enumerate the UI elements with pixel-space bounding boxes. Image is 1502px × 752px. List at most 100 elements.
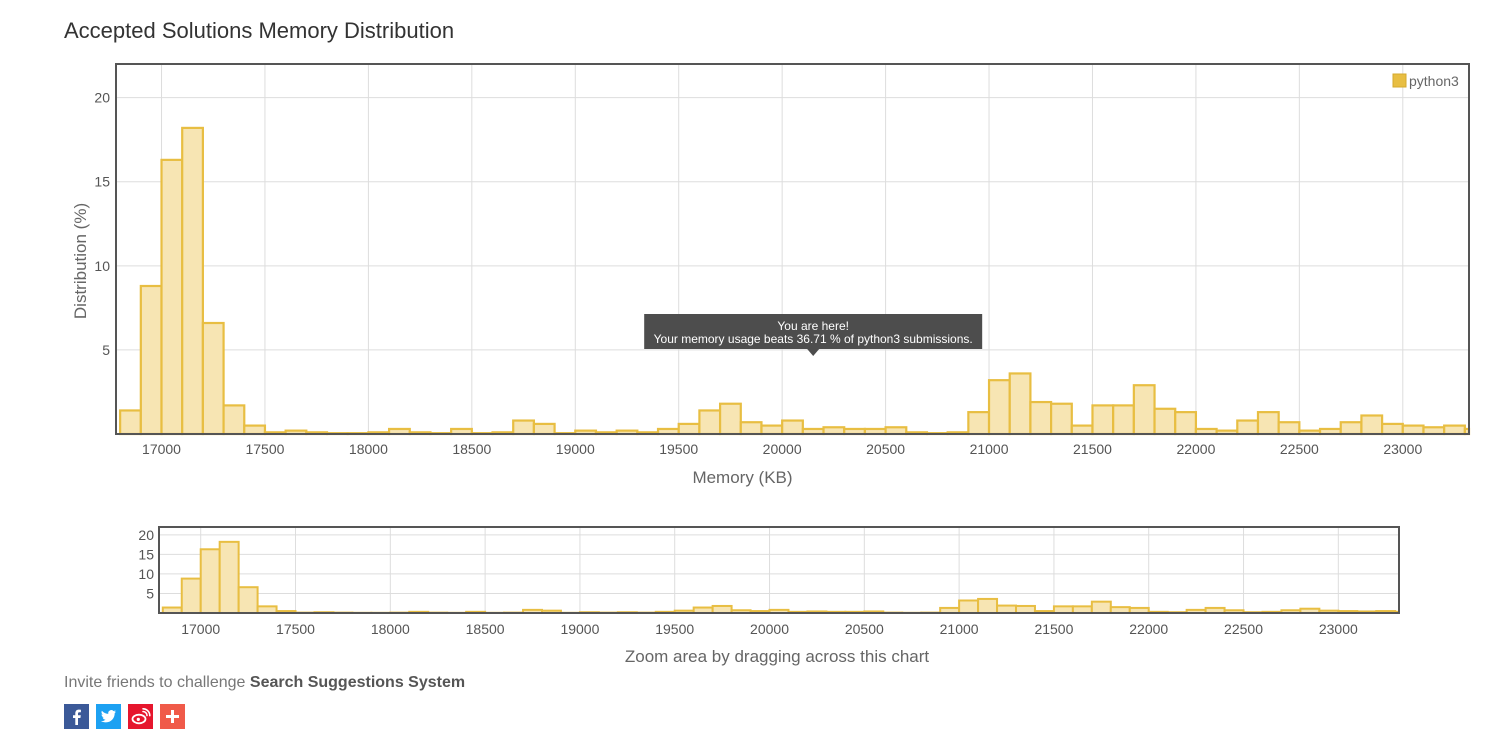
navigator-caption: Zoom area by dragging across this chart bbox=[625, 647, 930, 666]
navigator-x-tick-label: 22000 bbox=[1129, 621, 1168, 637]
navigator-x-tick-label: 21500 bbox=[1034, 621, 1073, 637]
main-bar bbox=[967, 411, 991, 436]
main-frame bbox=[115, 63, 1470, 435]
main-bar bbox=[781, 419, 804, 436]
main-bar bbox=[1443, 424, 1466, 436]
main-bar bbox=[1050, 402, 1073, 436]
tooltip-pointer bbox=[807, 349, 820, 356]
navigator-x-tick-label: 18500 bbox=[466, 621, 505, 637]
main-bar bbox=[243, 424, 267, 436]
tooltip: You are here!Your memory usage beats 36.… bbox=[644, 314, 983, 356]
navigator-x-tick-label: 20000 bbox=[750, 621, 789, 637]
twitter-icon bbox=[101, 710, 116, 723]
main-bar bbox=[760, 424, 784, 436]
navigator-bar bbox=[711, 604, 733, 614]
navigator-panel: 17000 17500 18000 18500 19000 19500 20000 20500… bbox=[138, 526, 1401, 666]
tooltip-line2: Your memory usage beats 36.71 % of pytho… bbox=[654, 332, 973, 346]
navigator-y-tick-label: 20 bbox=[138, 527, 154, 543]
main-x-tick-label: 21500 bbox=[1073, 441, 1112, 457]
main-x-tick-label: 20000 bbox=[763, 441, 802, 457]
navigator-x-tick-label: 23000 bbox=[1319, 621, 1358, 637]
navigator-x-tick-label: 18000 bbox=[371, 621, 410, 637]
main-bar bbox=[1256, 411, 1280, 436]
main-x-tick-label: 22000 bbox=[1176, 441, 1215, 457]
main-bar bbox=[1091, 404, 1115, 436]
legend-swatch bbox=[1392, 73, 1407, 88]
navigator-bar bbox=[180, 577, 202, 614]
navigator-x-tick-label: 17000 bbox=[181, 621, 220, 637]
navigator-bar bbox=[218, 540, 240, 615]
main-y-tick-label: 20 bbox=[94, 90, 110, 106]
navigator-x-tick-label: 17500 bbox=[276, 621, 315, 637]
invite-text: Invite friends to challenge Search Sugge… bbox=[64, 674, 465, 692]
y-axis-title: Distribution (%) bbox=[71, 203, 90, 319]
main-bar bbox=[1422, 426, 1446, 436]
legend: python3 bbox=[1392, 73, 1459, 89]
x-axis-title: Memory (KB) bbox=[692, 468, 792, 487]
page-title: Accepted Solutions Memory Distribution bbox=[64, 18, 455, 43]
main-bar bbox=[698, 409, 722, 436]
main-x-tick-label: 18000 bbox=[349, 441, 388, 457]
navigator-x-tick-label: 19000 bbox=[560, 621, 599, 637]
navigator-x-tick-label: 19500 bbox=[655, 621, 694, 637]
navigator-bar bbox=[958, 599, 980, 614]
navigator-bar bbox=[996, 604, 1018, 615]
memory-distribution-chart: 17000 17500 18000 18500 19000 19500 20000 20500… bbox=[71, 63, 1471, 666]
main-bar bbox=[1277, 421, 1301, 436]
main-bar bbox=[512, 419, 535, 436]
weibo-icon bbox=[131, 708, 151, 725]
main-bar bbox=[222, 404, 246, 436]
navigator-bar bbox=[977, 597, 999, 614]
navigator-x-tick-label: 22500 bbox=[1224, 621, 1263, 637]
main-bar bbox=[1174, 411, 1198, 436]
main-bar bbox=[181, 126, 204, 436]
main-bar bbox=[1381, 422, 1404, 436]
main-bar bbox=[884, 426, 908, 436]
navigator-bar bbox=[199, 548, 221, 614]
main-x-tick-label: 18500 bbox=[452, 441, 491, 457]
main-bar bbox=[160, 158, 184, 436]
main-bar bbox=[532, 422, 556, 436]
main-bar bbox=[1070, 424, 1094, 436]
main-bar bbox=[1132, 384, 1156, 436]
facebook-share-button[interactable] bbox=[64, 704, 89, 729]
main-y-tick-label: 10 bbox=[94, 258, 110, 274]
main-bar bbox=[1339, 421, 1363, 436]
main-bar bbox=[987, 379, 1011, 436]
weibo-share-button[interactable] bbox=[128, 704, 153, 729]
main-bar bbox=[201, 321, 225, 436]
main-x-tick-label: 21000 bbox=[970, 441, 1009, 457]
legend-label: python3 bbox=[1409, 73, 1459, 89]
navigator-x-tick-label: 20500 bbox=[845, 621, 884, 637]
main-panel: 17000 17500 18000 18500 19000 19500 20000 20500… bbox=[71, 63, 1471, 487]
main-x-tick-label: 17500 bbox=[245, 441, 284, 457]
main-y-tick-label: 5 bbox=[102, 342, 110, 358]
main-bar bbox=[677, 422, 701, 436]
main-bar bbox=[822, 426, 846, 436]
twitter-share-button[interactable] bbox=[96, 704, 121, 729]
main-x-tick-label: 19000 bbox=[556, 441, 595, 457]
facebook-icon bbox=[73, 709, 81, 725]
navigator-frame bbox=[158, 526, 1400, 614]
main-x-tick-label: 23000 bbox=[1383, 441, 1422, 457]
main-x-tick-label: 17000 bbox=[142, 441, 181, 457]
main-bar bbox=[119, 409, 142, 436]
navigator-x-tick-label: 21000 bbox=[940, 621, 979, 637]
more-share-button[interactable] bbox=[160, 704, 185, 729]
main-bar bbox=[718, 402, 742, 436]
main-bar bbox=[1360, 414, 1384, 436]
navigator-bar bbox=[237, 586, 259, 615]
main-bar bbox=[1153, 407, 1177, 436]
share-buttons bbox=[64, 704, 185, 729]
main-bar bbox=[1029, 400, 1053, 436]
problem-name: Search Suggestions System bbox=[249, 674, 466, 691]
tooltip-line1: You are here! bbox=[777, 319, 849, 333]
invite-prefix: Invite friends to challenge bbox=[64, 674, 250, 691]
main-bar bbox=[139, 284, 163, 436]
main-y-tick-label: 15 bbox=[94, 174, 110, 190]
plus-icon bbox=[166, 710, 179, 723]
main-x-tick-label: 20500 bbox=[866, 441, 905, 457]
main-bar bbox=[1112, 404, 1135, 436]
main-bar bbox=[1008, 372, 1032, 436]
main-bar bbox=[739, 421, 763, 436]
